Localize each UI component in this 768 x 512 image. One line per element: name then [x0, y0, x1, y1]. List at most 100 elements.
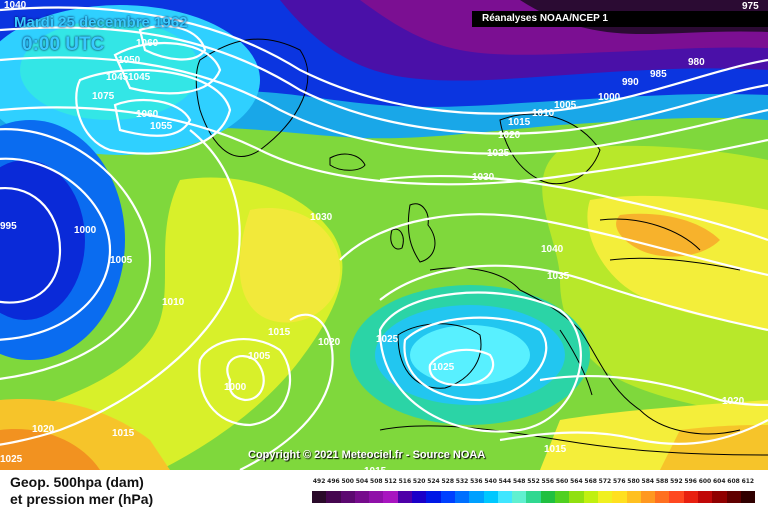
isobar	[0, 26, 768, 135]
border-lines	[599, 218, 741, 271]
isobar	[0, 128, 152, 380]
isobar	[198, 338, 292, 427]
map-time: 0:00 UTC	[22, 34, 105, 55]
isobar	[379, 264, 768, 332]
isobar-label: 1005	[554, 100, 577, 111]
scale-swatch	[326, 491, 341, 503]
scale-swatch	[726, 491, 741, 503]
scale-swatch	[354, 491, 370, 503]
isobar-label: 1075	[92, 91, 115, 102]
isobar	[428, 348, 495, 387]
isobar	[0, 187, 62, 304]
scale-tick-label: 532	[455, 478, 469, 485]
isobar	[75, 68, 232, 155]
scale-tick-label: 500	[341, 478, 354, 485]
scale-tick-label: 556	[541, 478, 555, 485]
isobar-label: 1020	[318, 337, 341, 348]
scale-tick-label: 572	[598, 478, 612, 485]
isobar-label: 1045	[106, 72, 129, 83]
scale-tick-label: 612	[741, 478, 755, 485]
isobar	[138, 25, 207, 61]
scale-swatch	[597, 491, 613, 503]
isobar-label: 1015	[268, 327, 291, 338]
iceland-coast	[329, 153, 366, 171]
isobar-label: 1015	[112, 428, 135, 439]
isobar-label: 1030	[472, 172, 495, 183]
isobar	[0, 106, 768, 186]
isobar-label: 1025	[0, 454, 23, 465]
scale-swatch	[583, 491, 598, 503]
isobar-label: 1050	[118, 55, 141, 66]
scale-swatch	[712, 491, 727, 503]
scale-swatch	[497, 491, 513, 503]
isobar-label: 1025	[432, 362, 455, 373]
isobar-label: 1010	[162, 297, 185, 308]
scale-swatch	[569, 491, 584, 503]
isobar-label: 1015	[508, 117, 531, 128]
scale-swatch	[440, 491, 455, 503]
italy-coast	[559, 329, 593, 396]
scale-swatch	[383, 491, 398, 503]
scale-swatch	[626, 491, 641, 503]
scale-tick-label: 584	[641, 478, 655, 485]
isobar-label: 1025	[376, 334, 399, 345]
scale-tick-label: 604	[713, 478, 726, 485]
scale-tick-label: 552	[527, 478, 540, 485]
isobar-label: 1020	[498, 130, 521, 141]
isobar	[226, 354, 265, 402]
isobar-label: 1025	[487, 148, 510, 159]
scale-tick-label: 508	[370, 478, 383, 485]
iberia-low-core	[410, 325, 530, 385]
scale-swatch	[454, 491, 470, 503]
scale-tick-label: 536	[470, 478, 483, 485]
scale-swatch	[312, 491, 327, 503]
scale-tick-label: 548	[512, 478, 526, 485]
scale-swatch	[469, 491, 484, 503]
scale-tick-label: 592	[670, 478, 683, 485]
scale-tick-label: 504	[355, 478, 369, 485]
isobar	[113, 98, 192, 137]
isobar	[379, 174, 768, 242]
color-scale-bar	[312, 491, 756, 503]
legend-title-geopotential: Geop. 500hpa (dam)	[10, 474, 144, 490]
britain-coast	[407, 203, 436, 263]
isobar	[0, 6, 768, 115]
copyright-text: Copyright © 2021 Meteociel.fr - Source N…	[248, 449, 486, 461]
scale-tick-label: 564	[570, 478, 583, 485]
north-africa-coast	[379, 425, 768, 456]
scale-tick-label: 496	[327, 478, 340, 485]
isobar	[499, 419, 768, 446]
isobar	[239, 313, 334, 470]
scale-tick-label: 520	[412, 478, 426, 485]
isobar-label: 985	[650, 69, 667, 80]
scale-tick-label: 576	[612, 478, 626, 485]
isobar	[0, 129, 241, 446]
isobar	[0, 56, 768, 155]
ridge-yellow	[239, 208, 340, 323]
map-canvas: 1040 1060 1050 1045 1045 1075 1060 1055 …	[0, 0, 768, 470]
greenland-teal	[20, 20, 200, 120]
scale-tick-label: 608	[727, 478, 740, 485]
isobar	[113, 41, 222, 95]
scale-swatch	[369, 491, 384, 503]
isobar-label: 1015	[364, 466, 387, 470]
isobar-label: 1000	[224, 382, 247, 393]
source-text: Réanalyses NOAA/NCEP 1	[482, 13, 608, 24]
isobar-label: 1005	[248, 351, 271, 362]
scale-tick-label: 528	[441, 478, 455, 485]
isobar-label: 995	[0, 221, 17, 232]
isobar	[0, 157, 112, 341]
isobar-label: 1040	[4, 0, 27, 11]
ireland-coast	[390, 228, 404, 250]
scale-tick-label: 596	[684, 478, 697, 485]
scale-swatch	[526, 491, 541, 503]
scale-tick-label: 540	[484, 478, 497, 485]
scale-swatch	[555, 491, 570, 503]
isobar	[339, 213, 768, 277]
source-banner: Réanalyses NOAA/NCEP 1	[472, 11, 768, 27]
scale-swatch	[698, 491, 713, 503]
scale-tick-label: 516	[398, 478, 412, 485]
south-orange	[660, 425, 768, 470]
scale-swatch	[426, 491, 441, 503]
isobar-label: 1035	[547, 271, 570, 282]
